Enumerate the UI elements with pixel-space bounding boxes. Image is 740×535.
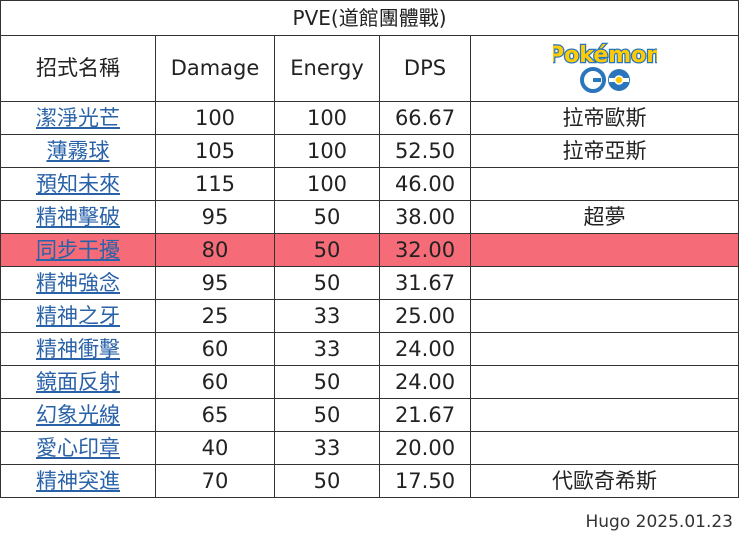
move-link[interactable]: 潔淨光芒 <box>36 105 120 130</box>
move-link[interactable]: 精神衝擊 <box>36 336 120 361</box>
damage-cell: 95 <box>155 200 275 234</box>
table-row: 精神衝擊 60 33 24.00 <box>0 332 740 366</box>
damage-cell: 115 <box>155 167 275 201</box>
move-name-cell: 精神之牙 <box>0 299 156 333</box>
move-link[interactable]: 精神擊破 <box>36 204 120 229</box>
pokemon-cell: 拉帝歐斯 <box>469 101 740 135</box>
move-link[interactable]: 精神強念 <box>36 270 120 295</box>
table-row: 預知未來 115 100 46.00 <box>0 167 740 201</box>
move-link[interactable]: 幻象光線 <box>36 402 120 427</box>
damage-cell: 60 <box>155 365 275 399</box>
pokemon-cell: 拉帝亞斯 <box>469 134 740 168</box>
dps-cell: 52.50 <box>379 134 471 168</box>
dps-cell: 31.67 <box>379 266 471 300</box>
header-energy: Energy <box>274 35 380 102</box>
dps-cell: 24.00 <box>379 365 471 399</box>
move-name-cell: 潔淨光芒 <box>0 101 156 135</box>
table-row: 潔淨光芒 100 100 66.67 拉帝歐斯 <box>0 101 740 135</box>
dps-cell: 24.00 <box>379 332 471 366</box>
damage-cell: 25 <box>155 299 275 333</box>
energy-cell: 100 <box>274 134 380 168</box>
table-row: 愛心印章 40 33 20.00 <box>0 431 740 465</box>
move-name-cell: 幻象光線 <box>0 398 156 432</box>
move-link[interactable]: 精神突進 <box>36 468 120 493</box>
pokemon-cell <box>469 398 740 432</box>
move-link[interactable]: 鏡面反射 <box>36 369 120 394</box>
move-name-cell: 預知未來 <box>0 167 156 201</box>
move-name-cell: 同步干擾 <box>0 233 156 267</box>
move-name-cell: 精神強念 <box>0 266 156 300</box>
dps-cell: 38.00 <box>379 200 471 234</box>
move-link[interactable]: 同步干擾 <box>36 237 120 262</box>
damage-cell: 70 <box>155 464 275 498</box>
table-row: 精神之牙 25 33 25.00 <box>0 299 740 333</box>
title-row: PVE(道館團體戰) <box>0 0 740 36</box>
move-name-cell: 精神衝擊 <box>0 332 156 366</box>
table-row: 幻象光線 65 50 21.67 <box>0 398 740 432</box>
logo-cell: Pokémon <box>469 35 740 102</box>
damage-cell: 95 <box>155 266 275 300</box>
table-row: 精神突進 70 50 17.50 代歐奇希斯 <box>0 464 740 498</box>
table-row: 鏡面反射 60 50 24.00 <box>0 365 740 399</box>
move-name-cell: 愛心印章 <box>0 431 156 465</box>
dps-cell: 46.00 <box>379 167 471 201</box>
pokemon-cell <box>469 233 740 267</box>
damage-cell: 80 <box>155 233 275 267</box>
energy-cell: 50 <box>274 365 380 399</box>
dps-cell: 17.50 <box>379 464 471 498</box>
table-row: 同步干擾 80 50 32.00 <box>0 233 740 267</box>
energy-cell: 33 <box>274 431 380 465</box>
energy-cell: 50 <box>274 464 380 498</box>
pokemon-go-logo: Pokémon <box>546 38 663 100</box>
dps-cell: 32.00 <box>379 233 471 267</box>
header-move-name: 招式名稱 <box>0 35 156 102</box>
pokemon-cell <box>469 299 740 333</box>
pokemon-cell: 代歐奇希斯 <box>469 464 740 498</box>
move-link[interactable]: 預知未來 <box>36 171 120 196</box>
move-name-cell: 精神擊破 <box>0 200 156 234</box>
damage-cell: 105 <box>155 134 275 168</box>
damage-cell: 60 <box>155 332 275 366</box>
energy-cell: 100 <box>274 101 380 135</box>
svg-text:Pokémon: Pokémon <box>553 43 657 68</box>
damage-cell: 40 <box>155 431 275 465</box>
dps-cell: 20.00 <box>379 431 471 465</box>
dps-cell: 21.67 <box>379 398 471 432</box>
table-row: 薄霧球 105 100 52.50 拉帝亞斯 <box>0 134 740 168</box>
moves-table: PVE(道館團體戰) 招式名稱 Damage Energy DPS Pokémo… <box>0 0 740 498</box>
pokemon-cell <box>469 167 740 201</box>
pokemon-cell <box>469 266 740 300</box>
move-link[interactable]: 精神之牙 <box>36 303 120 328</box>
energy-cell: 50 <box>274 398 380 432</box>
pokemon-cell <box>469 332 740 366</box>
header-damage: Damage <box>155 35 275 102</box>
header-row: 招式名稱 Damage Energy DPS Pokémon <box>0 35 740 102</box>
pokemon-cell <box>469 365 740 399</box>
energy-cell: 33 <box>274 332 380 366</box>
table-title: PVE(道館團體戰) <box>0 0 740 36</box>
pokemon-cell: 超夢 <box>469 200 740 234</box>
damage-cell: 65 <box>155 398 275 432</box>
author-date-footer: Hugo 2025.01.23 <box>585 512 734 532</box>
header-dps: DPS <box>379 35 471 102</box>
move-link[interactable]: 薄霧球 <box>46 138 110 163</box>
energy-cell: 100 <box>274 167 380 201</box>
energy-cell: 50 <box>274 266 380 300</box>
table-row: 精神強念 95 50 31.67 <box>0 266 740 300</box>
energy-cell: 50 <box>274 233 380 267</box>
dps-cell: 25.00 <box>379 299 471 333</box>
energy-cell: 50 <box>274 200 380 234</box>
move-name-cell: 鏡面反射 <box>0 365 156 399</box>
move-name-cell: 薄霧球 <box>0 134 156 168</box>
move-name-cell: 精神突進 <box>0 464 156 498</box>
damage-cell: 100 <box>155 101 275 135</box>
pokemon-cell <box>469 431 740 465</box>
move-link[interactable]: 愛心印章 <box>36 435 120 460</box>
table-row: 精神擊破 95 50 38.00 超夢 <box>0 200 740 234</box>
dps-cell: 66.67 <box>379 101 471 135</box>
energy-cell: 33 <box>274 299 380 333</box>
